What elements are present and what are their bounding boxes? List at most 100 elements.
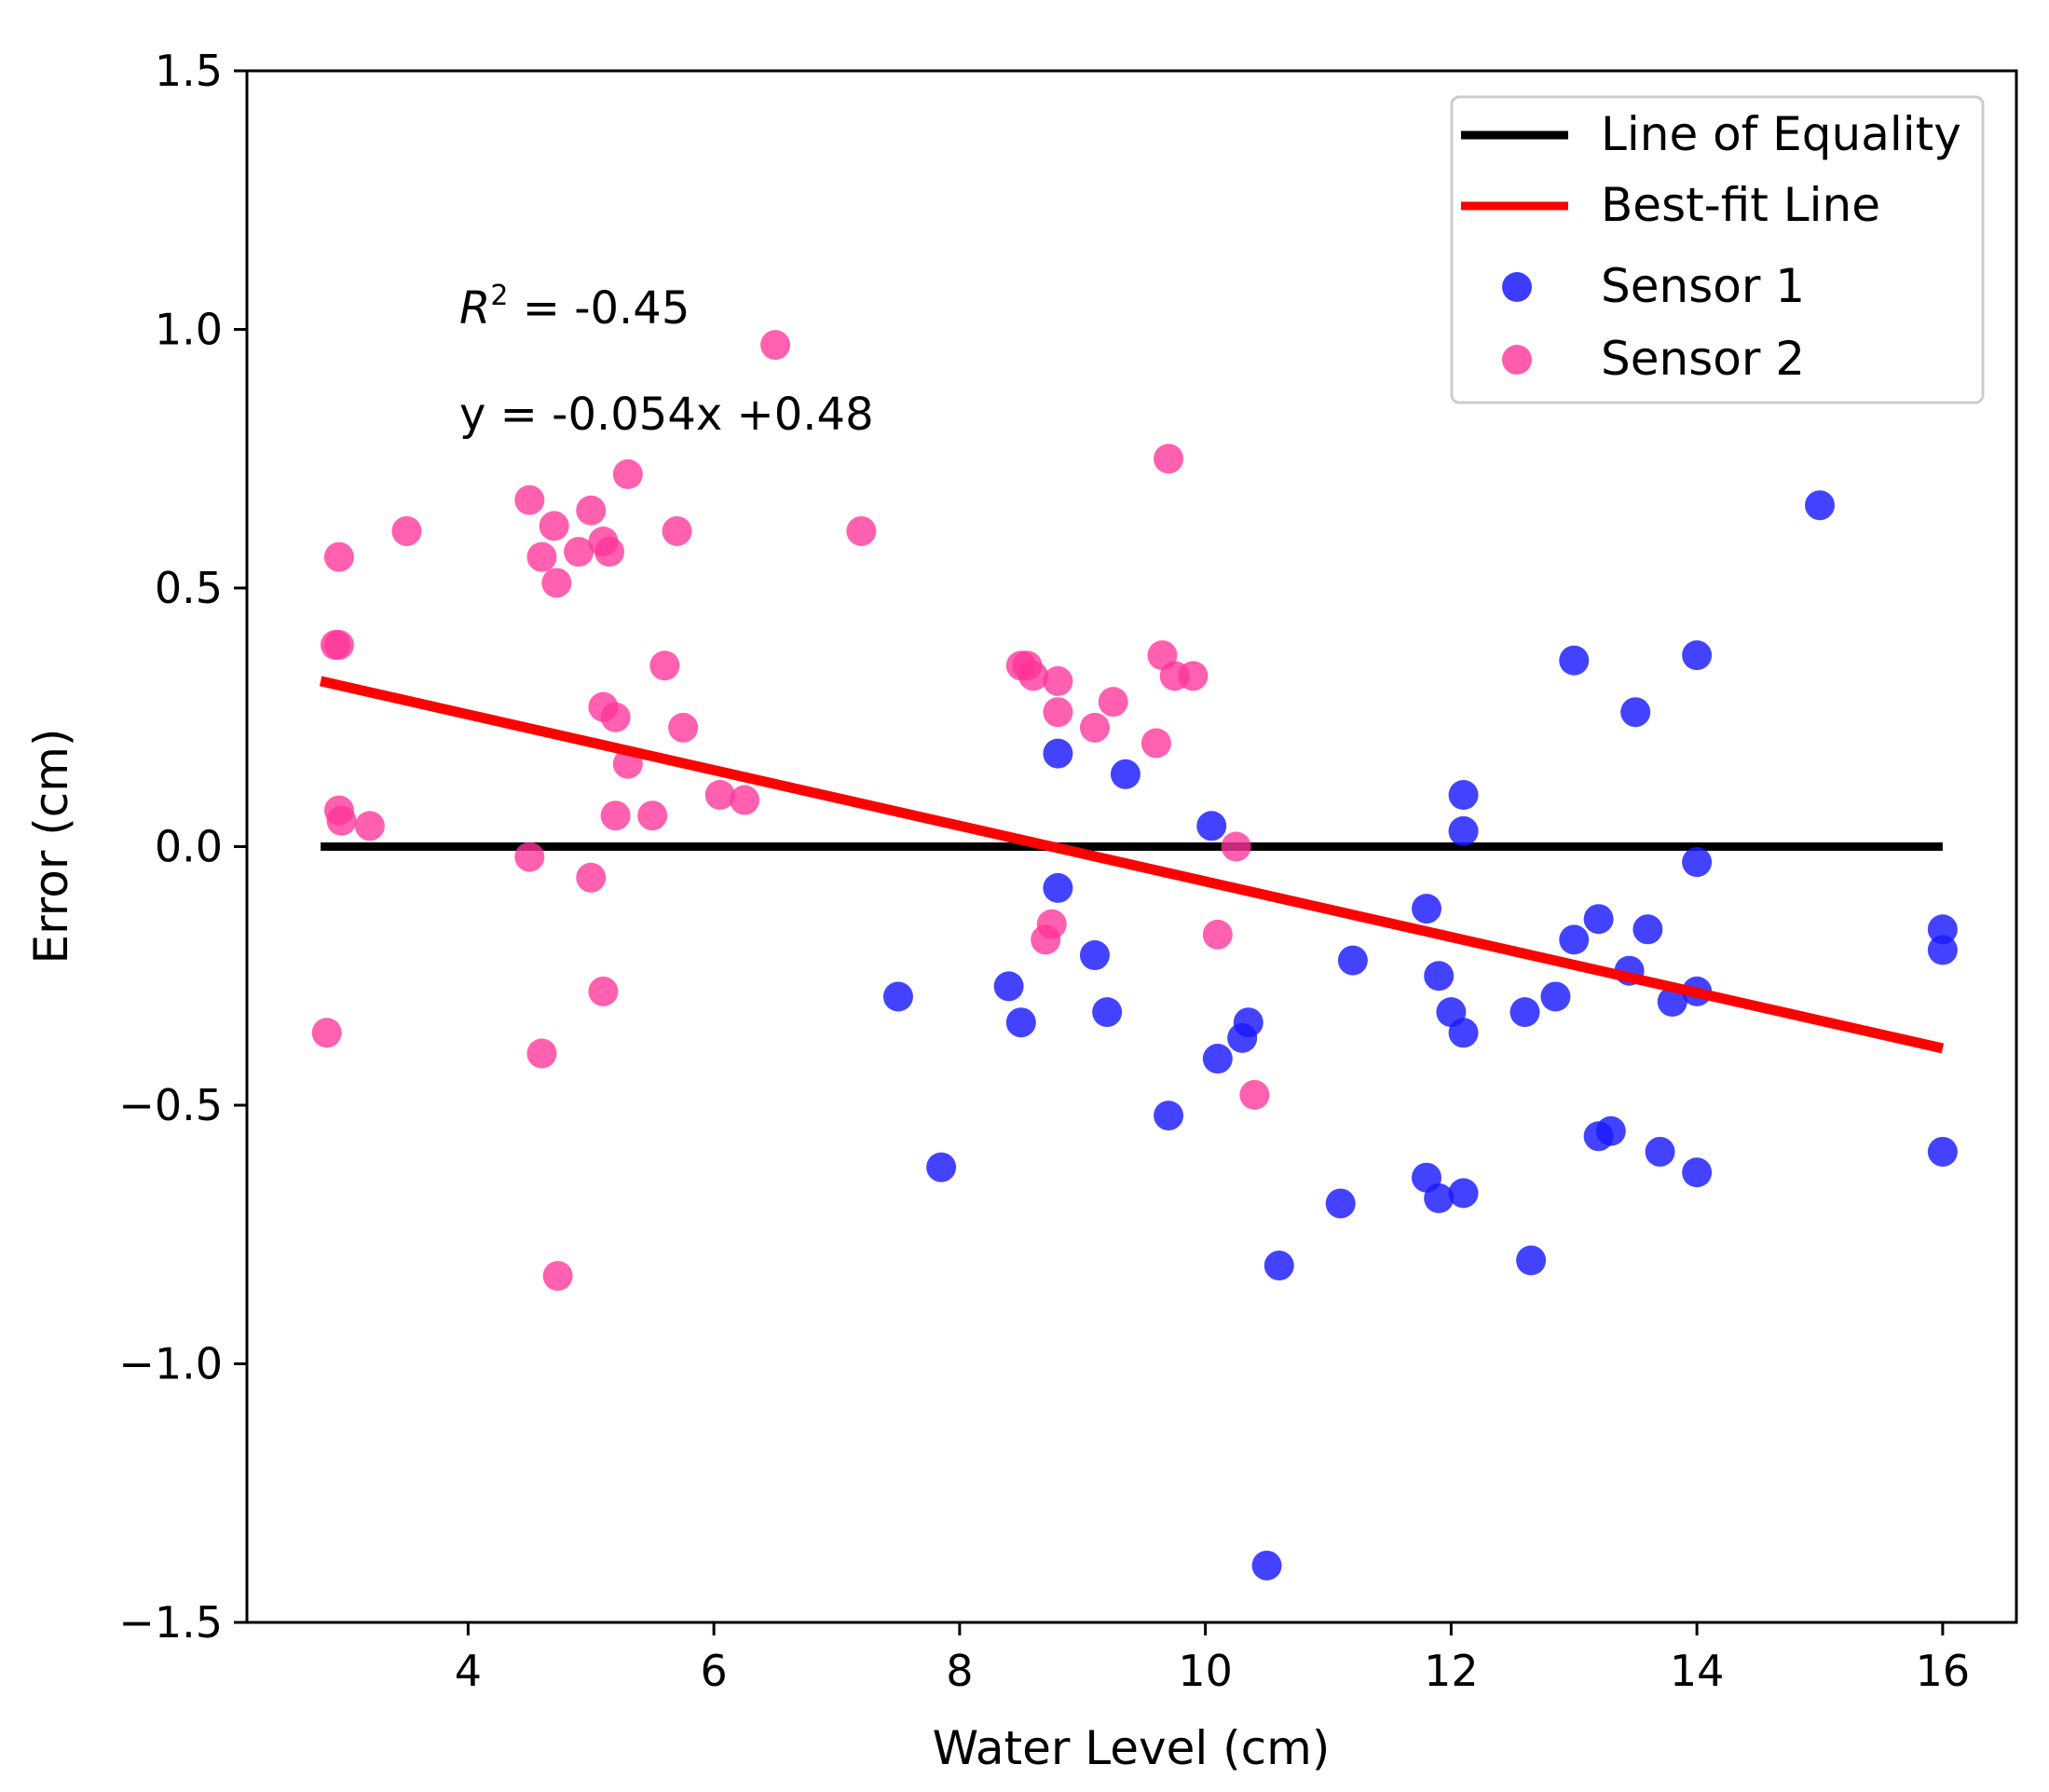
sensor-2-point [846, 515, 877, 546]
sensor-2-point [600, 800, 631, 831]
sensor-2-point [541, 568, 572, 598]
sensor-2-point [514, 485, 545, 515]
legend-box [1450, 95, 1985, 404]
sensor-2-point [594, 537, 625, 568]
sensor-1-point [1424, 1183, 1455, 1213]
sensor-2-point [1043, 665, 1073, 696]
sensor-2-point [1018, 661, 1048, 691]
x-tick-label: 8 [946, 1646, 973, 1696]
sensor-1-point [1251, 1550, 1282, 1580]
sensor-1-point [1337, 945, 1368, 976]
sensor-1-point [1325, 1188, 1356, 1219]
sensor-2-point [704, 780, 735, 810]
sensor-1-point [1424, 961, 1455, 992]
y-tick-label: −1.0 [118, 1339, 223, 1389]
sensor-1-point [1682, 1157, 1713, 1188]
sensor-2-point [564, 537, 594, 568]
sensor-1-point [1595, 1115, 1626, 1146]
sensor-2-point [576, 862, 607, 893]
r-squared-symbol: R [459, 282, 490, 335]
x-tick-label: 14 [1670, 1646, 1725, 1696]
legend-label-sensor-2: Sensor 2 [1601, 332, 1805, 386]
sensor-1-point [1620, 697, 1651, 728]
sensor-2-point [588, 976, 619, 1006]
sensor-1-point [1154, 1101, 1184, 1131]
sensor-2-point [649, 650, 680, 681]
sensor-1-point [1682, 640, 1713, 671]
y-tick-label: 0.5 [155, 563, 223, 613]
sensor-2-point [668, 712, 699, 743]
sensor-1-point [1264, 1251, 1294, 1281]
sensor-2-point [323, 541, 354, 572]
sensor-1-point [993, 971, 1024, 1002]
legend: Line of Equality Best-fit Line Sensor 1 … [1450, 95, 1985, 404]
sensor-1-point [1559, 645, 1590, 676]
y-tick-label: 1.0 [155, 305, 223, 355]
sensor-2-point [600, 702, 631, 732]
sensor-2-point [612, 458, 643, 489]
sensor-1-point [882, 981, 913, 1012]
sensor-1-point [1110, 759, 1141, 789]
sensor-2-point [311, 1018, 342, 1048]
x-tick-label: 16 [1916, 1646, 1971, 1696]
sensor-2-point [526, 541, 557, 572]
x-axis-title: Water Level (cm) [933, 1721, 1331, 1775]
sensor-1-point [1079, 940, 1110, 971]
sensor-1-point [1202, 1044, 1233, 1074]
sensor-1-point [1448, 1018, 1479, 1048]
legend-label-sensor-1: Sensor 1 [1601, 259, 1805, 313]
r-squared-value: = -0.45 [508, 282, 690, 335]
sensor-2-point [1043, 697, 1073, 728]
legend-sensor-1-marker [1502, 272, 1532, 302]
legend-sensor-2-marker [1502, 345, 1532, 375]
sensor-2-point [542, 1261, 573, 1292]
sensor-2-point [1036, 909, 1067, 939]
points-layer [311, 330, 1958, 1580]
x-tick-label: 4 [455, 1646, 482, 1696]
sensor-1-point [1448, 780, 1479, 810]
sensor-2-point [526, 1038, 557, 1069]
sensor-2-point [1079, 712, 1110, 743]
sensor-2-point [354, 811, 385, 841]
sensor-2-point [1178, 661, 1209, 691]
y-tick-label: −0.5 [118, 1080, 223, 1130]
sensor-2-point [1141, 728, 1171, 759]
sensor-1-point [926, 1152, 957, 1183]
sensor-2-point [637, 800, 668, 831]
sensor-1-point [1927, 1136, 1958, 1167]
sensor-1-point [1682, 847, 1713, 878]
x-tick-label: 6 [700, 1646, 727, 1696]
sensor-2-point [514, 841, 545, 872]
regression-equation: y = -0.054x +0.48 [459, 389, 874, 441]
sensor-1-point [1043, 738, 1073, 769]
x-tick-label: 10 [1178, 1646, 1233, 1696]
sensor-1-point [1632, 914, 1663, 945]
y-axis: −1.5 −1.0 −0.5 0.0 0.5 1.0 1.5 [118, 46, 247, 1648]
sensor-2-point [1154, 444, 1184, 474]
sensor-1-point [1805, 490, 1835, 521]
sensor-2-point [326, 805, 357, 836]
sensor-1-point [1509, 997, 1540, 1028]
sensor-1-point [1927, 914, 1958, 945]
sensor-2-point [391, 515, 422, 546]
sensor-1-point [1448, 815, 1479, 846]
sensor-2-point [1239, 1079, 1270, 1110]
x-axis: 4 6 8 10 12 14 16 [455, 1622, 1970, 1696]
sensor-1-point [1196, 811, 1227, 841]
sensor-1-point [1540, 981, 1571, 1012]
x-tick-label: 12 [1424, 1646, 1479, 1696]
y-tick-label: −1.5 [118, 1597, 223, 1648]
sensor-1-point [1516, 1245, 1547, 1276]
sensor-1-point [1559, 924, 1590, 955]
sensor-2-point [1221, 831, 1251, 862]
sensor-2-point [760, 330, 791, 361]
sensor-2-point [539, 511, 569, 541]
y-tick-label: 0.0 [155, 822, 223, 872]
r-squared-superscript: 2 [490, 280, 508, 312]
sensor-2-point [323, 630, 354, 661]
sensor-1-point [1448, 1178, 1479, 1209]
sensor-1-point [1657, 987, 1687, 1017]
sensor-1-point [1583, 904, 1614, 935]
sensor-1-point [1233, 1007, 1264, 1038]
